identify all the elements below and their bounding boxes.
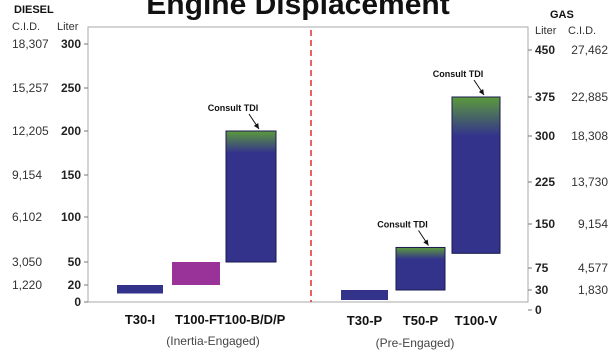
consult-tdi-annotation: Consult TDI <box>377 219 429 246</box>
bar-outline <box>225 130 277 263</box>
chart-title: Engine Displacement <box>146 0 449 21</box>
left-tick: 12,205 200 <box>12 124 88 138</box>
category-label: T30-P <box>347 313 383 328</box>
left-tick-cid: 15,257 <box>12 81 49 95</box>
right-tick: 30 1,830 <box>528 283 608 297</box>
right-tick: 300 18,308 <box>528 129 608 143</box>
right-tick-liter: 450 <box>535 43 555 57</box>
left-tick: 15,257 250 <box>12 81 88 95</box>
right-tick-liter: 375 <box>535 90 555 104</box>
bar-t30-p <box>341 290 388 300</box>
right-tick: 375 22,885 <box>528 90 608 104</box>
annotation-label: Consult TDI <box>377 219 428 229</box>
annotations: Consult TDI Consult TDI Consult TDI <box>208 69 485 246</box>
plot-frame <box>87 26 529 303</box>
bar-rect <box>172 262 220 285</box>
bar-tdi-region <box>396 247 445 260</box>
left-tick-cid: 9,154 <box>12 168 42 182</box>
right-tick: 450 27,462 <box>528 43 608 57</box>
right-tick-cid: 1,830 <box>578 283 608 297</box>
bar-rect <box>117 285 163 294</box>
right-axis-cid-label: C.I.D. <box>568 25 596 37</box>
left-tick-liter: 20 <box>68 278 82 292</box>
left-tick: 0 <box>74 295 88 309</box>
bar-t100-f <box>172 262 220 285</box>
left-tick: 3,050 50 <box>12 255 88 269</box>
annotation-arrowhead <box>423 239 429 246</box>
right-tick-cid: 13,730 <box>571 175 608 189</box>
left-tick-liter: 300 <box>61 37 81 51</box>
left-tick-cid: 3,050 <box>12 255 42 269</box>
consult-tdi-annotation: Consult TDI <box>208 103 260 130</box>
left-tick-liter: 200 <box>61 124 81 138</box>
right-tick-liter: 75 <box>535 261 549 275</box>
left-axis-cid-label: C.I.D. <box>12 21 40 33</box>
category-label: T30-I <box>125 312 155 327</box>
right-tick: 225 13,730 <box>528 175 608 189</box>
left-tick-cid: 18,307 <box>12 37 49 51</box>
annotation-arrowhead <box>253 123 259 129</box>
right-tick-liter: 0 <box>535 303 542 317</box>
right-tick-cid: 4,577 <box>578 261 608 275</box>
left-tick: 6,102 100 <box>12 210 88 224</box>
bar-t30-i <box>117 285 163 294</box>
left-tick-liter: 100 <box>61 210 81 224</box>
right-tick-cid: 18,308 <box>571 129 608 143</box>
left-tick: 1,220 20 <box>12 278 88 292</box>
right-tick: 150 9,154 <box>528 217 608 231</box>
category-label: T100-B/D/P <box>217 312 286 327</box>
left-axis-header: DIESEL <box>14 4 54 16</box>
annotation-arrowhead <box>478 89 484 95</box>
right-axis-header: GAS <box>550 9 574 21</box>
category-label: T50-P <box>403 313 439 328</box>
right-tick-cid: 22,885 <box>571 90 608 104</box>
bar-tdi-region <box>452 97 500 136</box>
bar-t100-b-d-p <box>225 130 277 263</box>
left-tick-cid: 6,102 <box>12 210 42 224</box>
group-label-inertia: (Inertia-Engaged) <box>166 334 259 348</box>
left-tick-cid: 12,205 <box>12 124 49 138</box>
right-tick-cid: 9,154 <box>578 217 608 231</box>
group-label-pre-engaged: (Pre-Engaged) <box>376 336 455 350</box>
bar-t50-p <box>395 246 446 291</box>
left-tick-liter: 0 <box>74 295 81 309</box>
bar-t100-v <box>451 96 501 254</box>
right-tick-liter: 225 <box>535 175 555 189</box>
consult-tdi-annotation: Consult TDI <box>433 69 485 96</box>
category-labels: T30-I T100-F T100-B/D/P T30-P T50-P T100-V <box>125 312 498 328</box>
bar-tdi-region <box>226 131 276 153</box>
right-tick: 75 4,577 <box>528 261 608 275</box>
right-tick-liter: 30 <box>535 283 549 297</box>
right-tick: 0 <box>528 303 542 317</box>
left-tick: 18,307 300 <box>12 37 88 51</box>
category-label: T100-F <box>175 312 217 327</box>
bars <box>117 96 501 300</box>
left-tick-liter: 250 <box>61 81 81 95</box>
right-tick-liter: 300 <box>535 129 555 143</box>
bar-outline <box>451 96 501 254</box>
annotation-label: Consult TDI <box>208 103 259 113</box>
left-tick-cid: 1,220 <box>12 278 42 292</box>
category-label: T100-V <box>455 313 498 328</box>
bar-rect <box>341 290 388 300</box>
right-axis-liter-label: Liter <box>535 25 557 37</box>
annotation-label: Consult TDI <box>433 69 484 79</box>
left-tick: 9,154 150 <box>12 168 88 182</box>
left-axis-liter-label: Liter <box>57 21 79 33</box>
right-tick-liter: 150 <box>535 217 555 231</box>
bar-outline <box>395 246 446 291</box>
left-tick-liter: 50 <box>68 255 82 269</box>
right-tick-cid: 27,462 <box>571 43 608 57</box>
left-tick-liter: 150 <box>61 168 81 182</box>
